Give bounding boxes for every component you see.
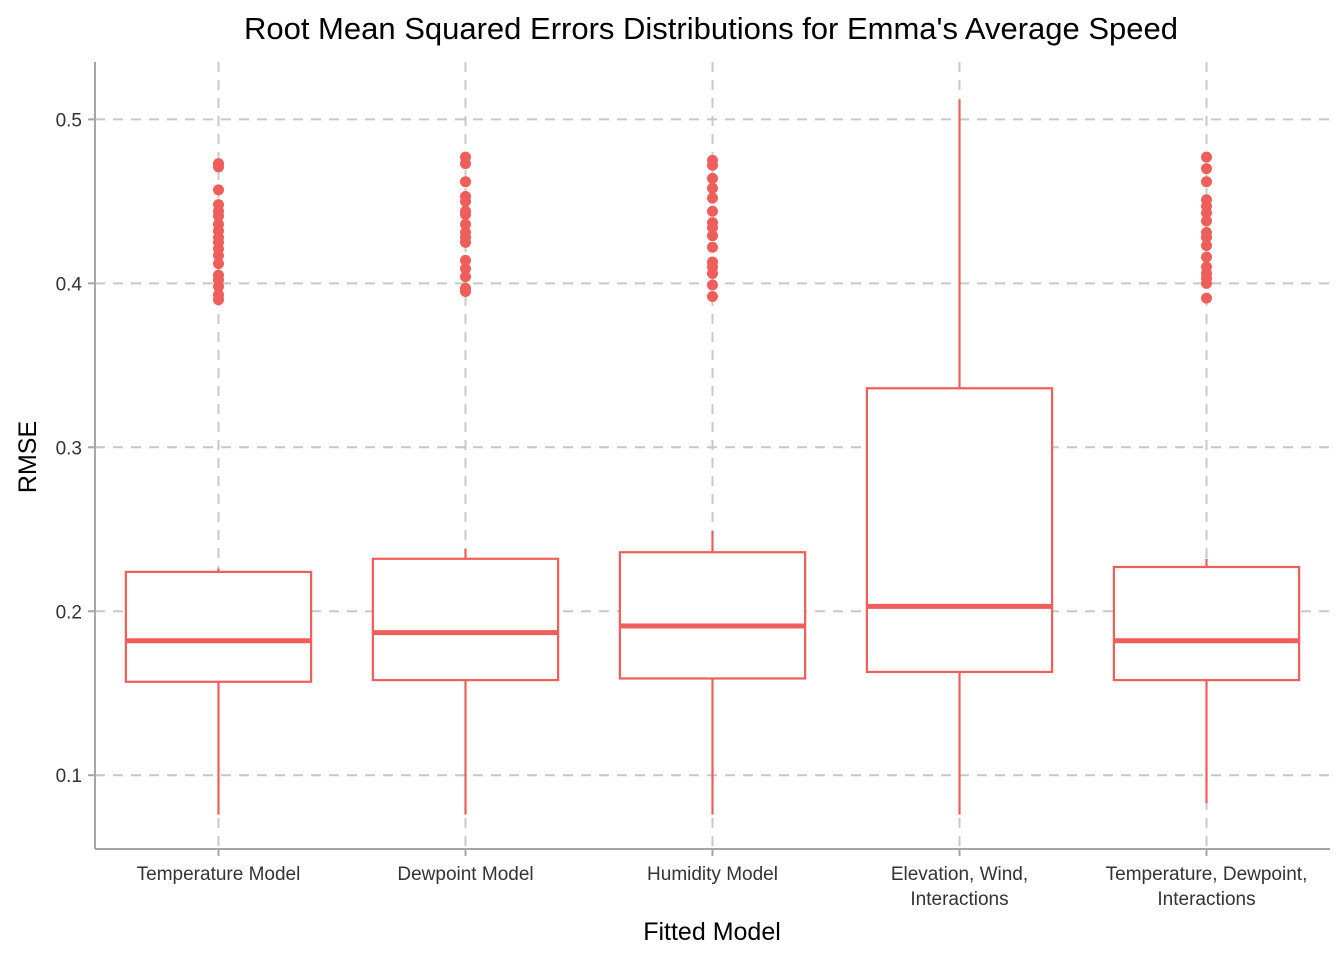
outlier-point [460, 227, 471, 239]
y-tick-label: 0.2 [56, 602, 82, 623]
outlier-point [1201, 151, 1212, 163]
outlier-point [213, 269, 224, 281]
outlier-point [213, 258, 224, 270]
box-group [124, 158, 313, 815]
outlier-point [1201, 251, 1212, 263]
outlier-point [707, 172, 718, 184]
y-tick-label: 0.3 [56, 438, 82, 459]
outlier-point [1201, 227, 1212, 239]
outlier-point [707, 205, 718, 217]
box-iqr [124, 570, 313, 683]
x-tick-labels: Temperature Model Dewpoint Model Humidity … [137, 849, 1308, 910]
outlier-point [460, 176, 471, 188]
box-group [865, 99, 1054, 815]
outlier-point [1201, 240, 1212, 252]
box-iqr [618, 551, 807, 680]
outlier-point [213, 218, 224, 230]
outlier-point [1201, 292, 1212, 304]
outlier-point [460, 254, 471, 266]
x-tick-label: Temperature Model [137, 864, 301, 885]
outlier-point [707, 154, 718, 166]
outlier-point [1201, 163, 1212, 175]
outlier-point [707, 230, 718, 242]
box-group [371, 151, 560, 815]
outlier-point [707, 192, 718, 204]
y-tick-labels: 0.1 0.2 0.3 0.4 0.5 [56, 110, 95, 787]
box-group [1112, 151, 1301, 804]
outlier-point [707, 182, 718, 194]
box-iqr [371, 557, 560, 682]
outlier-point [1201, 194, 1212, 206]
x-tick-label: Elevation, Wind, [891, 864, 1028, 885]
outlier-point [460, 190, 471, 202]
outlier-point [707, 217, 718, 229]
outlier-point [707, 256, 718, 268]
outlier-point [213, 184, 224, 196]
box-iqr [1112, 565, 1301, 682]
y-tick-label: 0.5 [56, 110, 82, 131]
boxes-layer [124, 99, 1301, 815]
outlier-point [460, 205, 471, 217]
outlier-point [707, 279, 718, 291]
box-iqr [865, 387, 1054, 674]
x-tick-label: Humidity Model [647, 864, 778, 885]
outlier-point [213, 289, 224, 301]
outlier-point [1201, 215, 1212, 227]
outlier-point [213, 158, 224, 170]
x-axis-title: Fitted Model [643, 918, 781, 946]
x-tick-label: Interactions [910, 889, 1008, 910]
outlier-point [1201, 261, 1212, 273]
outlier-point [460, 271, 471, 283]
box-group [618, 154, 807, 815]
y-axis-title: RMSE [14, 421, 42, 493]
outlier-point [460, 263, 471, 275]
x-tick-label: Dewpoint Model [397, 864, 533, 885]
outlier-point [1201, 176, 1212, 188]
outlier-point [707, 290, 718, 302]
outlier-point [707, 241, 718, 253]
chart-title: Root Mean Squared Errors Distributions f… [244, 11, 1178, 46]
outlier-point [460, 218, 471, 230]
y-tick-label: 0.1 [56, 766, 82, 787]
x-tick-label: Temperature, Dewpoint, [1106, 864, 1308, 885]
x-tick-label: Interactions [1157, 889, 1255, 910]
outlier-point [460, 282, 471, 294]
outlier-point [460, 151, 471, 163]
outlier-point [213, 199, 224, 211]
y-tick-label: 0.4 [56, 274, 83, 295]
